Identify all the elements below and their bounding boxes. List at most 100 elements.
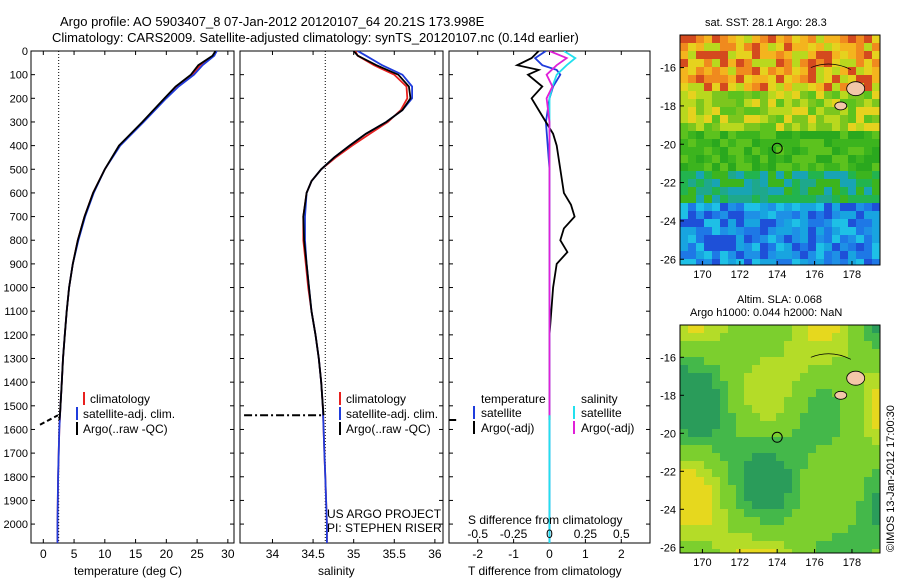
map-cell <box>800 187 809 196</box>
x-tick-label: 15 <box>129 547 143 561</box>
map-cell <box>760 533 769 542</box>
map-cell <box>800 91 809 100</box>
map-cell <box>752 123 761 132</box>
map-cell <box>816 333 825 342</box>
map-cell <box>856 219 865 228</box>
map-cell <box>768 413 777 422</box>
map-cell <box>712 325 721 334</box>
map-cell <box>728 469 737 478</box>
map-cell <box>704 501 713 510</box>
map-cell <box>872 397 880 406</box>
map-cell <box>816 123 825 132</box>
map-cell <box>800 533 809 542</box>
map-cell <box>680 525 689 534</box>
map-cell <box>856 35 865 44</box>
map-cell <box>776 357 785 366</box>
y-tick-label: 100 <box>10 70 28 82</box>
map-cell <box>728 445 737 454</box>
map-cell <box>720 421 729 430</box>
map-cell <box>728 365 737 374</box>
map-cell <box>848 477 857 486</box>
map-cell <box>840 333 849 342</box>
map-cell <box>776 341 785 350</box>
map-cell <box>832 139 841 148</box>
map-cell <box>864 75 873 84</box>
map-cell <box>776 445 785 454</box>
map-cell <box>872 373 880 382</box>
map-cell <box>768 421 777 430</box>
map-cell <box>728 187 737 196</box>
map-cell <box>784 259 793 265</box>
map-cell <box>848 325 857 334</box>
map-cell <box>792 163 801 172</box>
map-cell <box>752 147 761 156</box>
map-cell <box>720 179 729 188</box>
legend-heading-salinity: salinity <box>581 392 618 406</box>
map-cell <box>808 429 817 438</box>
map-cell <box>824 493 833 502</box>
map-cell <box>832 533 841 542</box>
map-cell <box>872 195 880 204</box>
map-cell <box>712 75 721 84</box>
map-cell <box>696 187 705 196</box>
map-cell <box>768 187 777 196</box>
map-cell <box>800 179 809 188</box>
map-cell <box>816 187 825 196</box>
map-cell <box>840 373 849 382</box>
map-cell <box>840 325 849 334</box>
map-y-tick-label: -22 <box>660 178 676 190</box>
map-cell <box>736 139 745 148</box>
map-cell <box>728 541 737 550</box>
map-cells <box>680 325 880 553</box>
map-cell <box>792 469 801 478</box>
map-cell <box>776 421 785 430</box>
map-cell <box>680 43 689 52</box>
map-cell <box>864 235 873 244</box>
map-cell <box>792 533 801 542</box>
map-cell <box>728 525 737 534</box>
map-cell <box>792 429 801 438</box>
map-cell <box>816 171 825 180</box>
map-cell <box>792 453 801 462</box>
map-cell <box>712 333 721 342</box>
map-cell <box>864 195 873 204</box>
map-cell <box>720 123 729 132</box>
map-cell <box>864 389 873 398</box>
map-cell <box>824 83 833 92</box>
map-cell <box>816 243 825 252</box>
map-cell <box>720 211 729 220</box>
map-cell <box>832 421 841 430</box>
map-cell <box>784 115 793 124</box>
map-cell <box>688 203 697 212</box>
map-cell <box>720 83 729 92</box>
map-cell <box>760 469 769 478</box>
map-cell <box>720 131 729 140</box>
map-cell <box>720 203 729 212</box>
salinity-axis-label: salinity <box>318 564 355 578</box>
map-cell <box>688 219 697 228</box>
map-cell <box>752 171 761 180</box>
map-cell <box>720 357 729 366</box>
map-cell <box>728 517 737 526</box>
map-cell <box>736 75 745 84</box>
map-cell <box>688 533 697 542</box>
map-cell <box>688 115 697 124</box>
map-cell <box>856 421 865 430</box>
map-cell <box>776 549 785 553</box>
map-cell <box>760 211 769 220</box>
map-cell <box>712 115 721 124</box>
figure-title-line1: Argo profile: AO 5903407_8 07-Jan-2012 2… <box>60 14 485 29</box>
map-cell <box>760 453 769 462</box>
map-cell <box>864 541 873 550</box>
map-cell <box>832 485 841 494</box>
map-cell <box>752 405 761 414</box>
map-cell <box>696 333 705 342</box>
map-cell <box>752 341 761 350</box>
map-cell <box>832 509 841 518</box>
map-cell <box>840 243 849 252</box>
map-cell <box>712 381 721 390</box>
map-cell <box>696 397 705 406</box>
map-cell <box>864 501 873 510</box>
map-cell <box>840 429 849 438</box>
map-cell <box>688 243 697 252</box>
